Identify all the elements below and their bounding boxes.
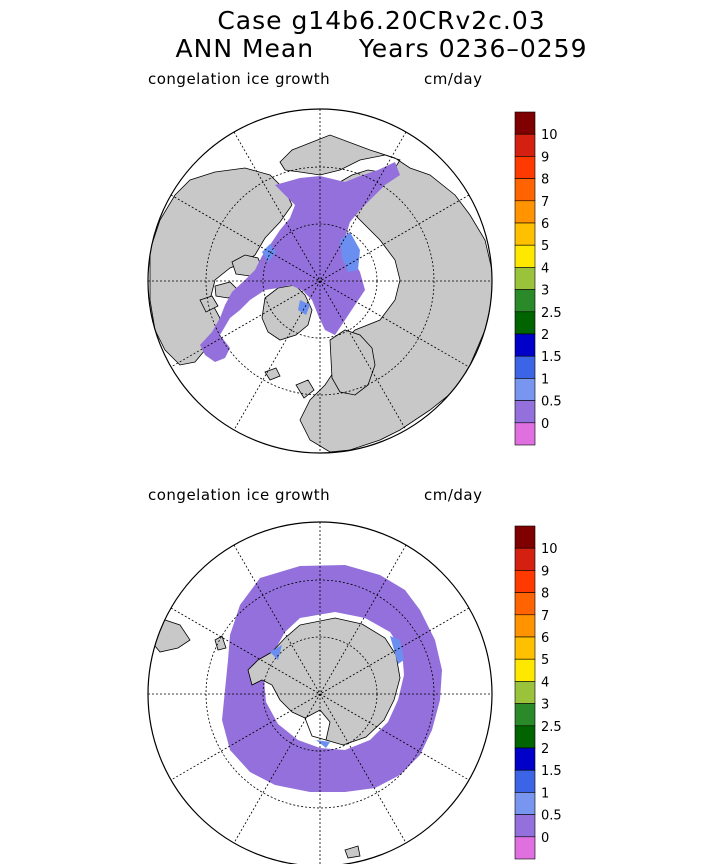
north-colorbar-swatch <box>514 178 536 202</box>
north-polar-map <box>147 108 493 454</box>
south-colorbar-swatch <box>514 792 536 815</box>
mean-label: ANN Mean <box>175 34 315 63</box>
north-colorbar-label: 1.5 <box>541 350 562 365</box>
north-colorbar-swatch <box>514 111 536 135</box>
south-colorbar-swatch <box>514 769 536 793</box>
north-colorbar-label: 2 <box>541 328 549 343</box>
north-colorbar-swatch <box>514 200 536 224</box>
north-colorbar-swatch <box>514 244 536 268</box>
south-colorbar-label: 2.5 <box>541 720 562 735</box>
north-colorbar-swatch <box>514 355 536 379</box>
south-colorbar-swatch <box>514 547 536 571</box>
south-colorbar-swatch <box>514 614 536 638</box>
south-colorbar-swatch <box>514 725 536 749</box>
years-label: Years 0236–0259 <box>358 34 588 63</box>
north-ice-growth-area <box>200 162 400 362</box>
north-variable-label: congelation ice growth <box>148 70 331 88</box>
south-colorbar-swatch <box>514 814 536 838</box>
south-colorbar-label: 3 <box>541 698 549 713</box>
north-colorbar-label: 6 <box>541 217 549 232</box>
south-colorbar-swatch <box>514 636 536 660</box>
south-colorbar-label: 1.5 <box>541 764 562 779</box>
south-colorbar-label: 2 <box>541 742 549 757</box>
north-colorbar-swatch <box>514 333 536 357</box>
south-colorbar-swatch <box>514 747 536 771</box>
north-colorbar-swatch <box>514 400 536 424</box>
north-colorbar-label: 2.5 <box>541 306 562 321</box>
south-variable-label: congelation ice growth <box>148 486 331 504</box>
south-colorbar-label: 5 <box>541 653 549 668</box>
north-colorbar-label: 7 <box>541 195 549 210</box>
south-colorbar-swatch <box>514 570 536 593</box>
south-colorbar-swatch <box>514 681 536 704</box>
period-title: ANN Mean Years 0236–0259 <box>20 34 723 63</box>
south-units-label: cm/day <box>424 486 483 504</box>
north-colorbar-label: 1 <box>541 372 549 387</box>
north-colorbar-label: 4 <box>541 261 549 276</box>
south-colorbar-swatch <box>514 703 536 727</box>
south-colorbar-label: 9 <box>541 564 549 579</box>
main-title: Case g14b6.20CRv2c.03 <box>217 6 546 35</box>
north-colorbar-label: 10 <box>541 128 558 143</box>
south-colorbar-label: 0 <box>541 831 549 846</box>
south-polar-map <box>147 521 493 864</box>
north-colorbar: 10 9 8 7 6 5 4 3 2.5 2 1.5 1 0.5 0 <box>514 111 562 446</box>
south-colorbar-label: 4 <box>541 675 549 690</box>
south-colorbar-label: 7 <box>541 609 549 624</box>
north-colorbar-label: 9 <box>541 150 549 165</box>
north-colorbar-swatch <box>514 311 536 335</box>
south-colorbar-label: 1 <box>541 786 549 801</box>
north-colorbar-swatch <box>514 422 536 446</box>
north-colorbar-swatch <box>514 133 536 157</box>
south-colorbar-label: 0.5 <box>541 809 562 824</box>
north-colorbar-swatch <box>514 156 536 179</box>
south-colorbar-swatch <box>514 836 536 860</box>
north-colorbar-label: 3 <box>541 284 549 299</box>
north-colorbar-swatch <box>514 289 536 313</box>
north-colorbar-swatch <box>514 267 536 290</box>
south-colorbar-swatch <box>514 592 536 616</box>
south-colorbar: 10 9 8 7 6 5 4 3 2.5 2 1.5 1 0.5 0 <box>514 525 562 860</box>
south-colorbar-label: 10 <box>541 542 558 557</box>
south-ice-growth-area <box>222 565 442 792</box>
south-colorbar-label: 6 <box>541 631 549 646</box>
north-colorbar-label: 0.5 <box>541 395 562 410</box>
north-colorbar-label: 0 <box>541 417 549 432</box>
south-colorbar-swatch <box>514 658 536 682</box>
north-colorbar-label: 8 <box>541 173 549 188</box>
south-colorbar-swatch <box>514 525 536 549</box>
north-colorbar-swatch <box>514 378 536 401</box>
north-land-scandinavia <box>329 329 376 396</box>
south-colorbar-label: 8 <box>541 587 549 602</box>
north-colorbar-label: 5 <box>541 239 549 254</box>
north-colorbar-swatch <box>514 222 536 246</box>
north-land-greenland <box>261 284 313 341</box>
north-units-label: cm/day <box>424 70 483 88</box>
